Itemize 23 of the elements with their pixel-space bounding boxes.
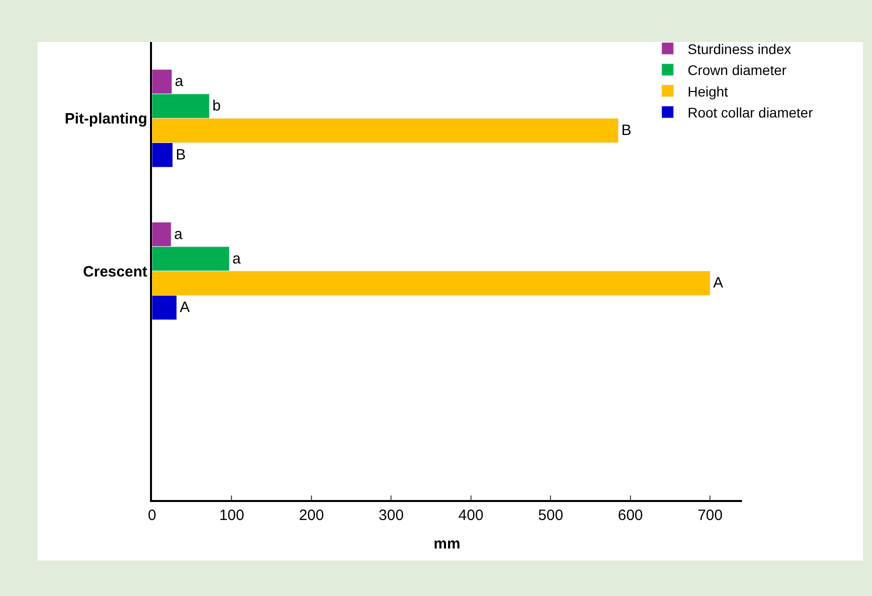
data-label: a bbox=[174, 73, 184, 90]
x-tick-label: 100 bbox=[219, 506, 244, 524]
x-axis-title: mm bbox=[434, 535, 460, 552]
x-tick-label: 400 bbox=[458, 506, 484, 524]
x-tick-label: 500 bbox=[538, 506, 564, 524]
data-label: a bbox=[232, 250, 242, 268]
data-label: A bbox=[713, 274, 724, 292]
legend-label: Height bbox=[688, 83, 728, 100]
legend-label: Sturdiness index bbox=[688, 40, 792, 57]
x-tick-label: 0 bbox=[148, 506, 156, 524]
data-label: B bbox=[176, 146, 186, 164]
data-label: A bbox=[180, 299, 190, 316]
x-tick-label: 200 bbox=[298, 506, 324, 524]
legend-label: Root collar diameter bbox=[688, 104, 814, 120]
legend-label: Crown diameter bbox=[688, 62, 787, 78]
data-label: b bbox=[212, 98, 221, 115]
x-tick-label: 700 bbox=[698, 506, 723, 524]
x-tick-label: 300 bbox=[378, 506, 404, 524]
data-label: a bbox=[174, 226, 184, 243]
data-label: B bbox=[621, 122, 632, 140]
y-tick-label: Crescent bbox=[83, 263, 148, 280]
x-tick-label: 600 bbox=[618, 506, 643, 524]
y-tick-label: Pit-planting bbox=[64, 110, 148, 128]
